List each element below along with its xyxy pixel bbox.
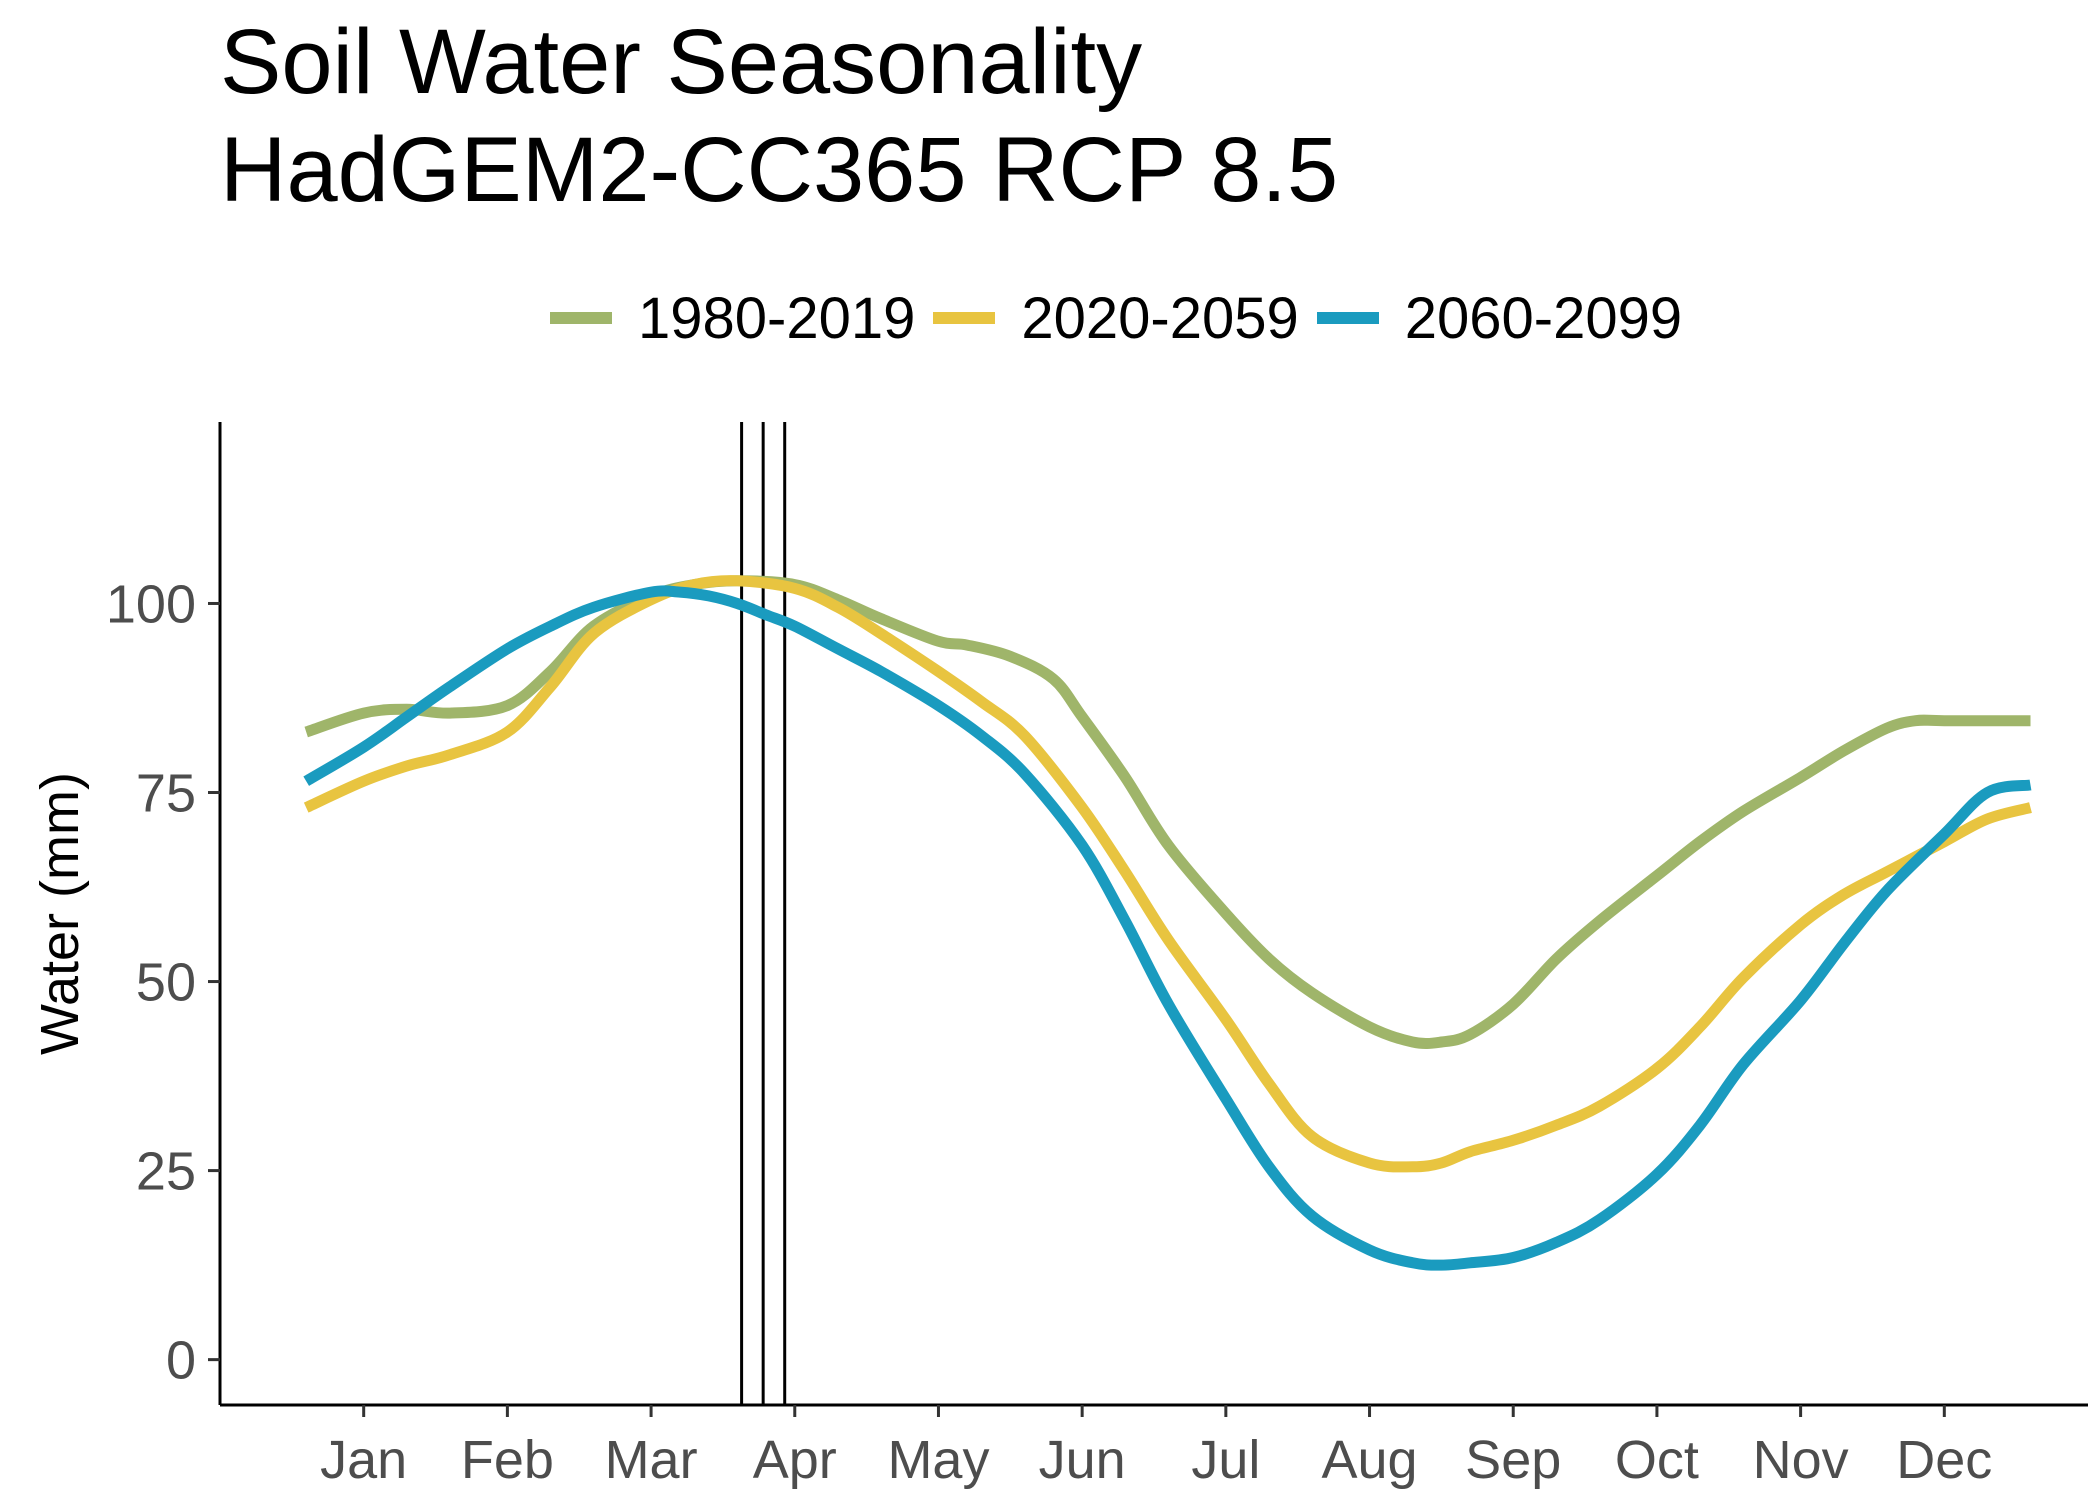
legend-item-1980-2019: 1980-2019 bbox=[550, 285, 915, 352]
y-tick-label-50: 50 bbox=[136, 953, 196, 1013]
y-tick-label-0: 0 bbox=[166, 1331, 196, 1391]
series-line-2060-2099 bbox=[303, 585, 2032, 1271]
x-tick-label-Feb: Feb bbox=[461, 1430, 554, 1490]
x-tick-label-Sep: Sep bbox=[1465, 1430, 1561, 1490]
legend-item-2020-2059: 2020-2059 bbox=[933, 285, 1299, 352]
axes bbox=[218, 422, 2088, 1407]
x-tick-label-Jun: Jun bbox=[1039, 1430, 1126, 1490]
series-lines bbox=[303, 575, 2032, 1271]
x-axis-ticks: Jan Feb Mar Apr May Jun Jul Aug Sep Oct Nov Dec bbox=[320, 1405, 1992, 1490]
x-tick-label-Jul: Jul bbox=[1191, 1430, 1260, 1490]
y-axis-ticks: 0 25 50 75 100 bbox=[106, 574, 220, 1391]
y-tick-label-75: 75 bbox=[136, 764, 196, 824]
x-tick-label-Dec: Dec bbox=[1896, 1430, 1992, 1490]
x-tick-label-Nov: Nov bbox=[1753, 1430, 1849, 1490]
y-tick-label-100: 100 bbox=[106, 574, 196, 634]
legend-label-2020-2059: 2020-2059 bbox=[1021, 285, 1299, 351]
x-tick-label-Aug: Aug bbox=[1321, 1430, 1417, 1490]
vertical-reference-lines bbox=[740, 422, 787, 1405]
series-line-1980-2019 bbox=[304, 575, 2031, 1049]
legend-key-2060-2099 bbox=[1316, 312, 1379, 324]
chart-title-line-1: Soil Water Seasonality bbox=[220, 11, 1143, 113]
legend-label-1980-2019: 1980-2019 bbox=[638, 285, 916, 351]
legend: 1980-2019 2020-2059 2060-2099 bbox=[550, 282, 1700, 354]
legend-key-1980-2019 bbox=[550, 312, 612, 324]
y-tick-label-25: 25 bbox=[136, 1142, 196, 1202]
chart-title: Soil Water Seasonality HadGEM2-CC365 RCP… bbox=[220, 8, 1338, 224]
x-tick-label-Apr: Apr bbox=[753, 1430, 837, 1490]
legend-key-2020-2059 bbox=[933, 312, 996, 324]
x-tick-label-Jan: Jan bbox=[320, 1430, 407, 1490]
x-tick-label-May: May bbox=[887, 1430, 989, 1490]
chart-title-line-2: HadGEM2-CC365 RCP 8.5 bbox=[220, 119, 1339, 221]
x-tick-label-Mar: Mar bbox=[605, 1430, 698, 1490]
series-line-2020-2059 bbox=[303, 575, 2032, 1173]
y-axis-title: Water (mm) bbox=[30, 772, 90, 1055]
legend-item-2060-2099: 2060-2099 bbox=[1316, 285, 1683, 352]
x-tick-label-Oct: Oct bbox=[1615, 1430, 1699, 1490]
legend-label-2060-2099: 2060-2099 bbox=[1404, 285, 1683, 351]
